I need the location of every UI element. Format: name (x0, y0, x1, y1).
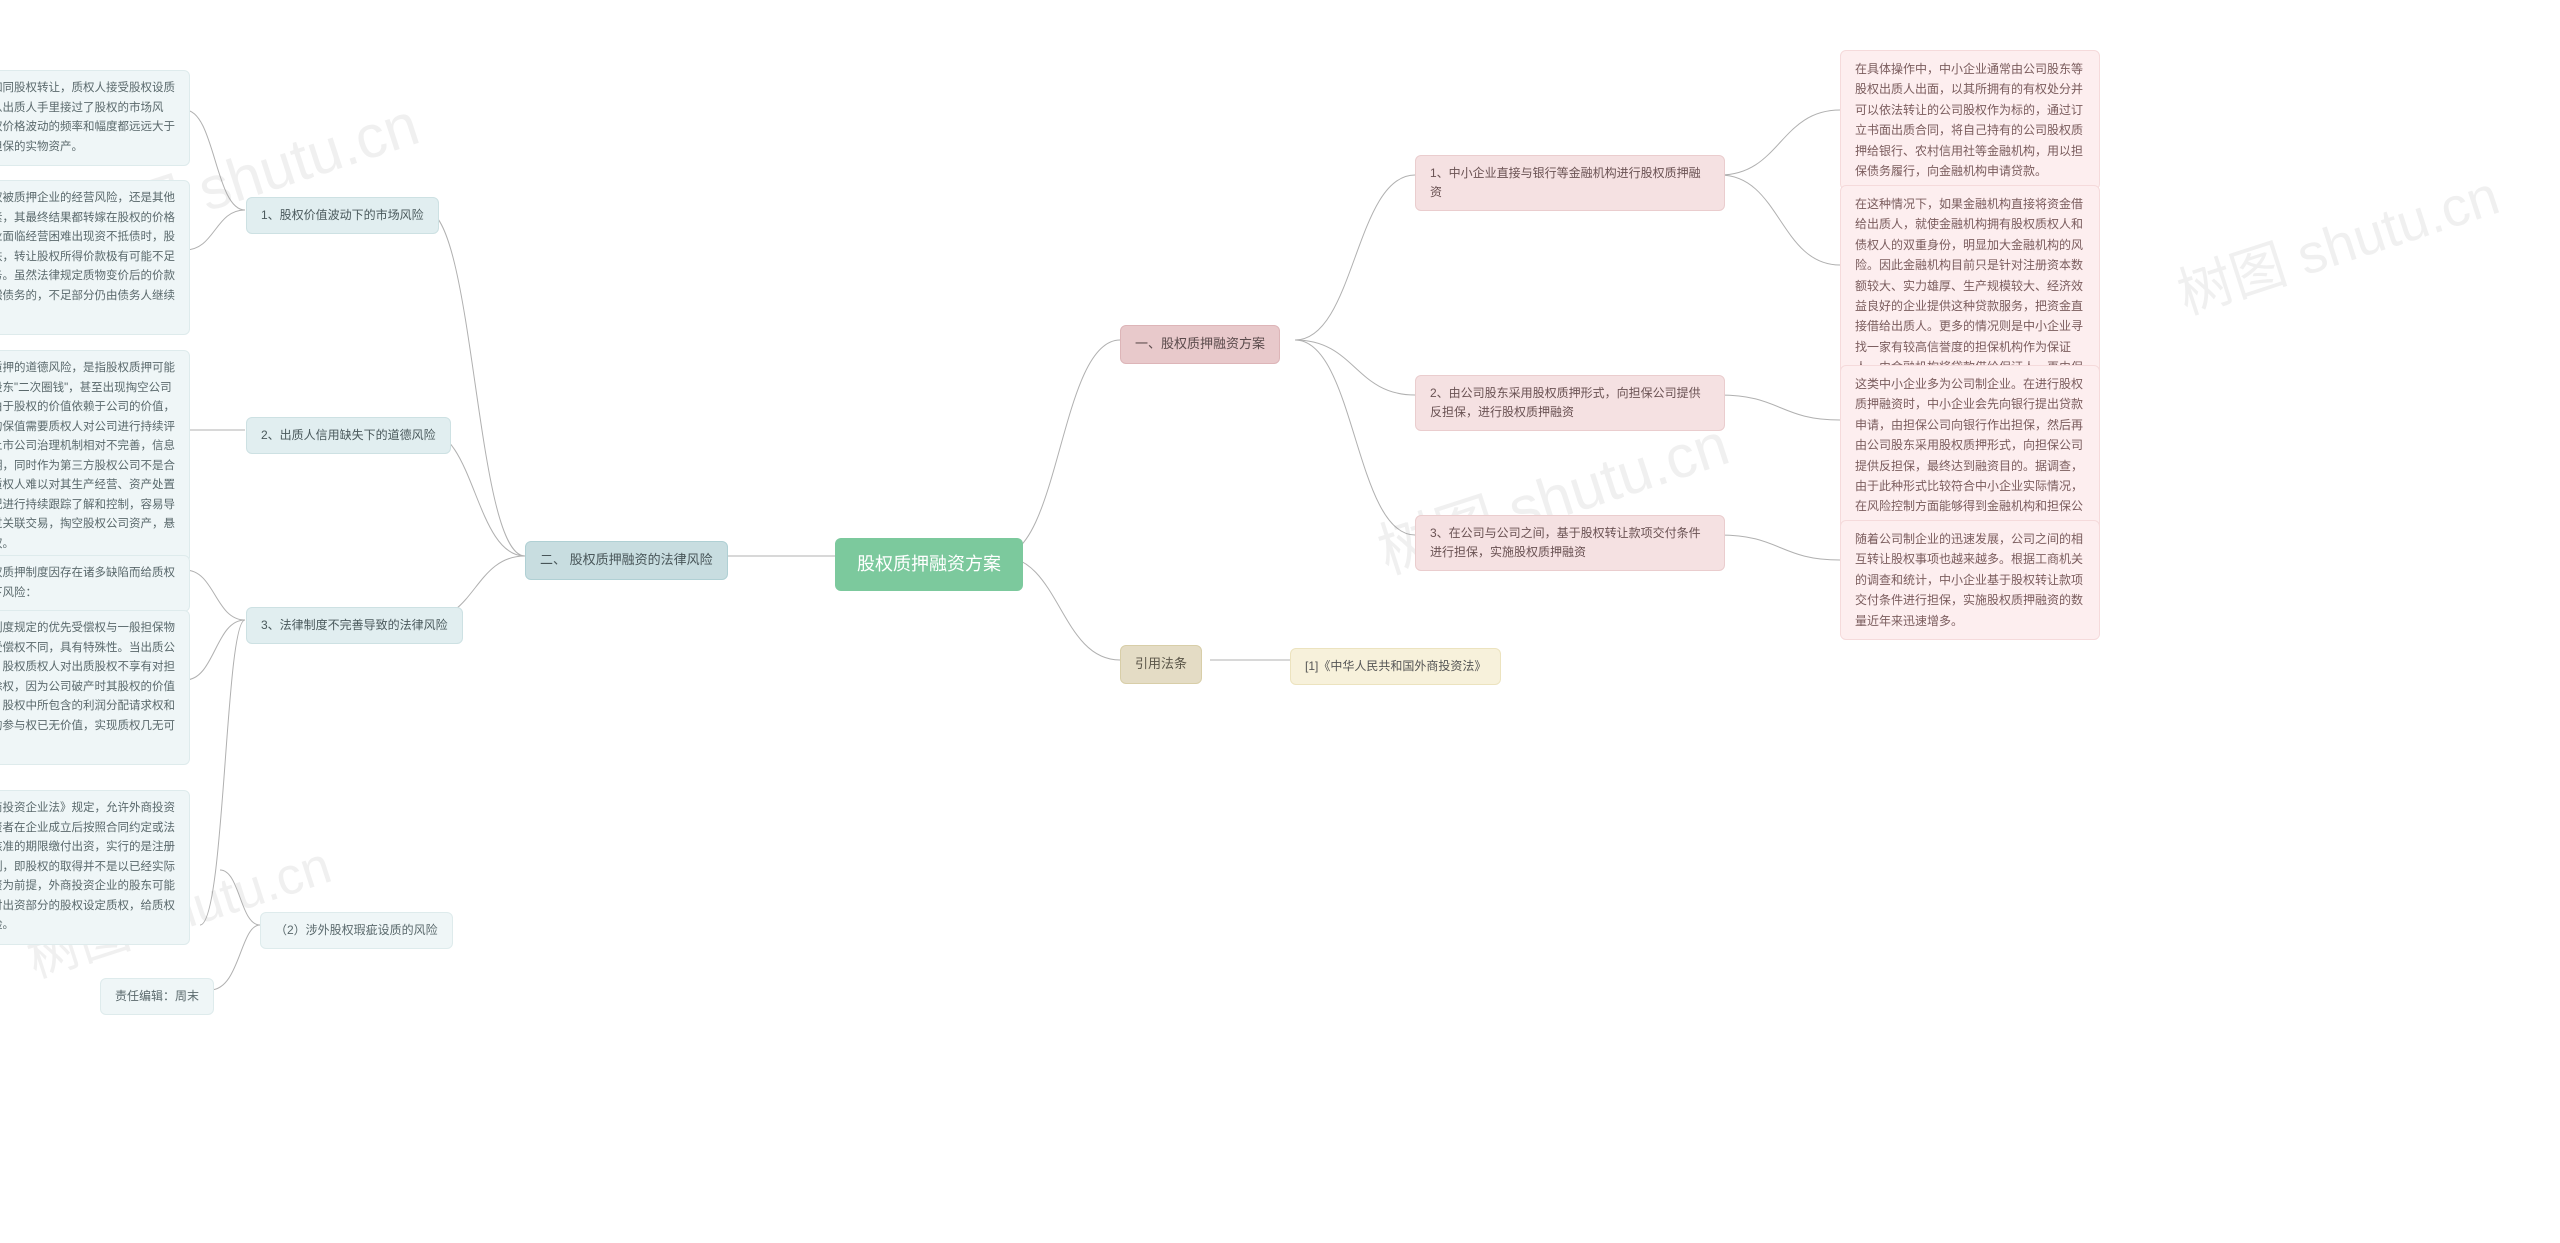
section-3[interactable]: 二、 股权质押融资的法律风险 (525, 541, 728, 580)
section-2[interactable]: 引用法条 (1120, 645, 1202, 684)
sec1-item-1-detail-1: 在具体操作中，中小企业通常由公司股东等股权出质人出面，以其所拥有的有权处分并可以… (1840, 50, 2100, 190)
sec3-item-2[interactable]: 2、出质人信用缺失下的道德风险 (246, 417, 451, 454)
sec1-item-2[interactable]: 2、由公司股东采用股权质押形式，向担保公司提供反担保，进行股权质押融资 (1415, 375, 1725, 431)
sec3-item-3[interactable]: 3、法律制度不完善导致的法律风险 (246, 607, 463, 644)
sec2-item-1: [1]《中华人民共和国外商投资法》 (1290, 648, 1501, 685)
section-1[interactable]: 一、股权质押融资方案 (1120, 325, 1280, 364)
sec3-item-1-detail-1: 股权设质如同股权转让，质权人接受股权设质就意味着从出质人手里接过了股权的市场风险… (0, 70, 190, 166)
watermark: 树图 shutu.cn (2166, 150, 2508, 329)
sec3-item-3-sub1-detail-2: 股权质押制度规定的优先受偿权与一般担保物权的优先受偿权不同，具有特殊性。当出质公… (0, 610, 190, 765)
section-1-label: 一、股权质押融资方案 (1135, 336, 1265, 351)
section-3-label: 二、 股权质押融资的法律风险 (540, 552, 713, 567)
root-label: 股权质押融资方案 (857, 554, 1001, 574)
sec3-item-1[interactable]: 1、股权价值波动下的市场风险 (246, 197, 439, 234)
sec1-item-3[interactable]: 3、在公司与公司之间，基于股权转让款项交付条件进行担保，实施股权质押融资 (1415, 515, 1725, 571)
sec3-item-2-detail-1: 所谓股权质押的道德风险，是指股权质押可能导致公司股东"二次圈钱"，甚至出现掏空公… (0, 350, 190, 563)
section-2-label: 引用法条 (1135, 656, 1187, 671)
sec3-item-3-sub2-label: （2）涉外股权瑕疵设质的风险 (260, 912, 453, 949)
sec1-item-3-detail-1: 随着公司制企业的迅速发展，公司之间的相互转让股权事项也越来越多。根据工商机关的调… (1840, 520, 2100, 640)
sec1-item-1[interactable]: 1、中小企业直接与银行等金融机构进行股权质押融资 (1415, 155, 1725, 211)
root-node[interactable]: 股权质押融资方案 (835, 538, 1023, 591)
sec1-item-2-detail-1: 这类中小企业多为公司制企业。在进行股权质押融资时，中小企业会先向银行提出贷款申请… (1840, 365, 2100, 546)
sec3-item-1-detail-2: 无论是股权被质押企业的经营风险，还是其他的外部因素，其最终结果都转嫁在股权的价格… (0, 180, 190, 335)
sec3-item-3-sub1-detail-1: 现行的股权质押制度因存在诸多缺陷而给质权人带来如下风险： (0, 555, 190, 612)
sec3-item-3-sub2-editor: 责任编辑：周末 (100, 978, 214, 1015)
sec3-item-3-sub2-detail-1: 我国《外商投资企业法》规定，允许外商投资企业的投资者在企业成立后按照合同约定或法… (0, 790, 190, 945)
